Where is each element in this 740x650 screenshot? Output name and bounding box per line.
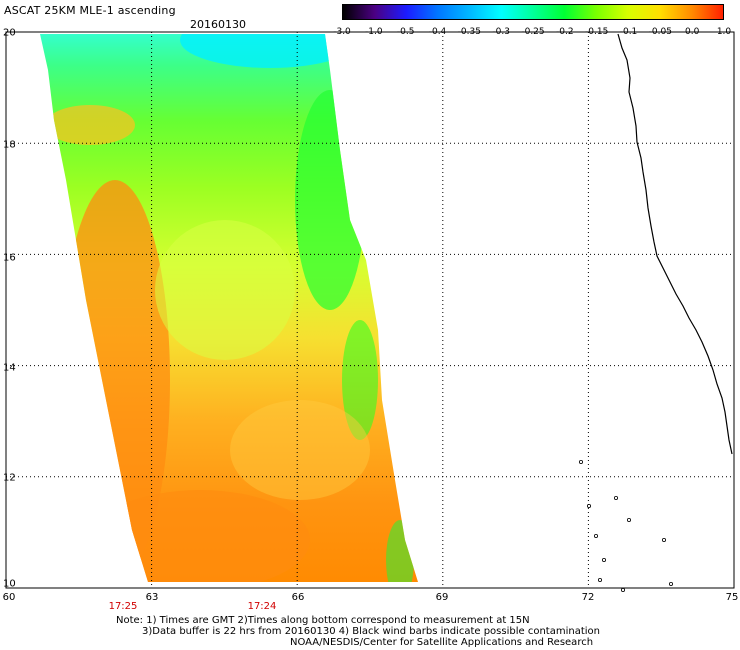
note-line-3: NOAA/NESDIS/Center for Satellite Applica…	[290, 637, 594, 648]
lat-label-14: 14	[3, 362, 16, 374]
lon-label-66: 66	[291, 592, 305, 603]
lon-label-60: 60	[2, 592, 16, 603]
lat-label-18: 18	[3, 139, 16, 151]
coastline	[579, 33, 733, 593]
product-date: 20160130	[190, 18, 246, 31]
lon-label-63: 63	[145, 592, 159, 603]
time-label-1: 17:24	[247, 601, 277, 612]
lat-label-16: 16	[3, 252, 16, 264]
time-label-0: 17:25	[108, 601, 138, 612]
wind-swath	[40, 34, 418, 582]
lat-label-10: 10	[3, 578, 16, 590]
lat-label-20: 20	[3, 27, 16, 39]
lon-label-75: 75	[725, 592, 739, 603]
product-title: ASCAT 25KM MLE-1 ascending	[4, 4, 176, 17]
lat-label-12: 12	[3, 472, 16, 484]
map-frame	[5, 31, 735, 589]
color-scale-bar	[342, 4, 724, 20]
lon-label-72: 72	[581, 592, 595, 603]
map-grid	[6, 32, 734, 588]
note-line-1: Note: 1) Times are GMT 2)Times along bot…	[116, 615, 530, 626]
note-line-2: 3)Data buffer is 22 hrs from 20160130 4)…	[142, 626, 600, 637]
lon-label-69: 69	[435, 592, 449, 603]
